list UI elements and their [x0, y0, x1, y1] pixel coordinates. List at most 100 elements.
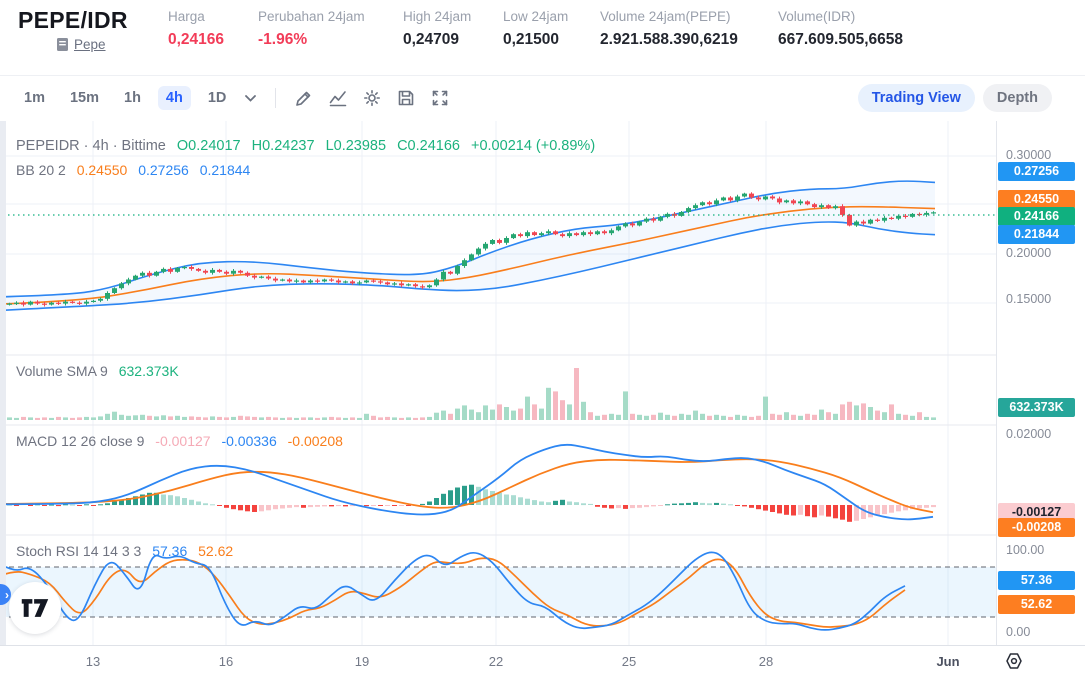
header-stat: Volume 24jam(PEPE) 2.921.588.390,6219 [600, 9, 738, 49]
bb-lower-line [0, 221, 936, 312]
timeframe-button-1d[interactable]: 1D [207, 90, 227, 106]
macd-name: MACD 12 26 close 9 [16, 433, 145, 449]
header-stat: High 24jam 0,24709 [403, 9, 471, 49]
stoch-k-value: 57.36 [152, 543, 188, 559]
macd-signal-line [0, 458, 934, 514]
stat-label: Low 24jam [503, 9, 569, 24]
time-axis[interactable]: 13 16 19 22 25 28 Jun [0, 645, 1085, 677]
chevron-down-icon[interactable] [245, 94, 257, 102]
price-badge: 52.62 [998, 595, 1075, 614]
main-legend: PEPEIDR · 4h · Bittime O0.24017 H0.24237… [16, 138, 602, 154]
stoch-d-line [0, 557, 906, 628]
header-stat: Harga 0,24166 [168, 9, 224, 49]
macd-legend: MACD 12 26 close 9 -0.00127 -0.00336 -0.… [16, 433, 350, 449]
stat-label: Harga [168, 9, 205, 24]
volume-sma-value: 632.373K [118, 363, 179, 379]
stoch-name: Stoch RSI 14 14 3 3 [16, 543, 142, 559]
save-icon[interactable] [396, 88, 416, 108]
price-badge: 0.24550 [998, 190, 1075, 209]
stat-value: -1.96% [258, 31, 308, 48]
pair-title: PEPE/IDR [18, 7, 128, 33]
macd-line-value: -0.00336 [221, 433, 277, 449]
time-label: 13 [85, 654, 101, 669]
time-label: 19 [354, 654, 370, 669]
chevron-right-icon: › [5, 587, 9, 602]
ohlc-high: H0.24237 [251, 138, 315, 154]
gear-icon[interactable] [362, 88, 382, 108]
bb-basis-line [0, 205, 936, 305]
axis-label: 0.00 [1006, 625, 1031, 639]
ohlc-open: O0.24017 [176, 138, 241, 154]
bb-lower-value: 0.21844 [199, 162, 251, 178]
ohlc-close: C0.24166 [397, 138, 460, 154]
tradingview-logo [9, 582, 61, 634]
chart-toolbar: 1m 15m 1h 4h 1D Trading View Depth [0, 76, 1085, 120]
volume-legend: Volume SMA 9 632.373K [16, 363, 186, 379]
macd-histogram [7, 484, 936, 522]
gridlines [0, 121, 996, 645]
time-label: Jun [936, 654, 960, 669]
bb-name: BB 20 2 [16, 162, 66, 178]
stoch-k-line [0, 551, 906, 631]
stat-label: Volume 24jam(PEPE) [600, 9, 731, 24]
pair-header: PEPE/IDR Pepe Harga 0,24166 Perubahan 24ja… [0, 0, 1085, 76]
axis-label: 0.15000 [1006, 292, 1052, 306]
line-chart-icon[interactable] [328, 88, 348, 108]
ohlc-low: L0.23985 [325, 138, 387, 154]
macd-signal-value: -0.00208 [287, 433, 343, 449]
stat-value: 0,24166 [168, 31, 225, 48]
left-strip [0, 121, 6, 676]
stat-label: Perubahan 24jam [258, 9, 365, 24]
price-badge: 57.36 [998, 571, 1075, 590]
view-switcher: Trading View Depth [857, 84, 1052, 112]
coin-info-link[interactable]: Pepe [74, 37, 106, 52]
draw-icon[interactable] [294, 88, 314, 108]
timeframe-button-4h[interactable]: 4h [157, 86, 191, 110]
stat-label: Volume(IDR) [778, 9, 856, 24]
axis-label: 0.02000 [1006, 427, 1052, 441]
macd-hist-value: -0.00127 [155, 433, 211, 449]
timeframe-button-15m[interactable]: 15m [69, 90, 99, 106]
timeframe-button-1h[interactable]: 1h [124, 90, 141, 106]
price-badge: 0.24166 [998, 207, 1075, 226]
stat-value: 0,21500 [503, 31, 560, 48]
bb-upper-value: 0.27256 [138, 162, 189, 178]
symbol-title: PEPEIDR · 4h · Bittime [16, 138, 166, 154]
stat-value: 2.921.588.390,6219 [600, 31, 738, 48]
panel-expand-button[interactable]: › [0, 584, 11, 605]
header-stat: Low 24jam 0,21500 [503, 9, 568, 49]
stat-label: High 24jam [403, 9, 472, 24]
volume-series [7, 368, 936, 420]
bb-upper-line [0, 180, 936, 298]
axis-settings-icon[interactable] [1004, 651, 1024, 671]
price-badge: 0.27256 [998, 162, 1075, 181]
bb-band-fill [0, 180, 935, 311]
bb-legend: BB 20 2 0.24550 0.27256 0.21844 [16, 162, 257, 178]
header-stat: Volume(IDR) 667.609.505,6658 [778, 9, 903, 49]
ohlc-change: +0.00214 (+0.89%) [471, 138, 596, 154]
chart-canvas[interactable] [0, 121, 996, 645]
toolbar-divider [275, 88, 277, 108]
header-stat: Perubahan 24jam -1.96% [258, 9, 365, 49]
fullscreen-icon[interactable] [430, 88, 450, 108]
price-badge: 0.21844 [998, 225, 1075, 244]
depth-button[interactable]: Depth [982, 84, 1052, 112]
axis-label: 0.30000 [1006, 148, 1052, 162]
stoch-legend: Stoch RSI 14 14 3 3 57.36 52.62 [16, 543, 240, 559]
timeframe-button-1m[interactable]: 1m [24, 90, 45, 106]
time-label: 28 [758, 654, 774, 669]
chart-area[interactable]: PEPEIDR · 4h · Bittime O0.24017 H0.24237… [0, 121, 1085, 677]
stat-value: 0,24709 [403, 31, 460, 48]
price-axis[interactable]: 0.30000 0.20000 0.15000 0.02000 100.00 0.00 0.… [996, 121, 1085, 645]
trading-view-button[interactable]: Trading View [857, 84, 975, 112]
macd-line [0, 443, 934, 521]
volume-name: Volume SMA 9 [16, 363, 108, 379]
time-label: 22 [488, 654, 504, 669]
stoch-band-fill [0, 567, 996, 617]
time-label: 16 [218, 654, 234, 669]
bb-basis-value: 0.24550 [76, 162, 128, 178]
stoch-d-value: 52.62 [198, 543, 234, 559]
candlestick-series [7, 192, 936, 307]
price-badge: -0.00208 [998, 518, 1075, 537]
